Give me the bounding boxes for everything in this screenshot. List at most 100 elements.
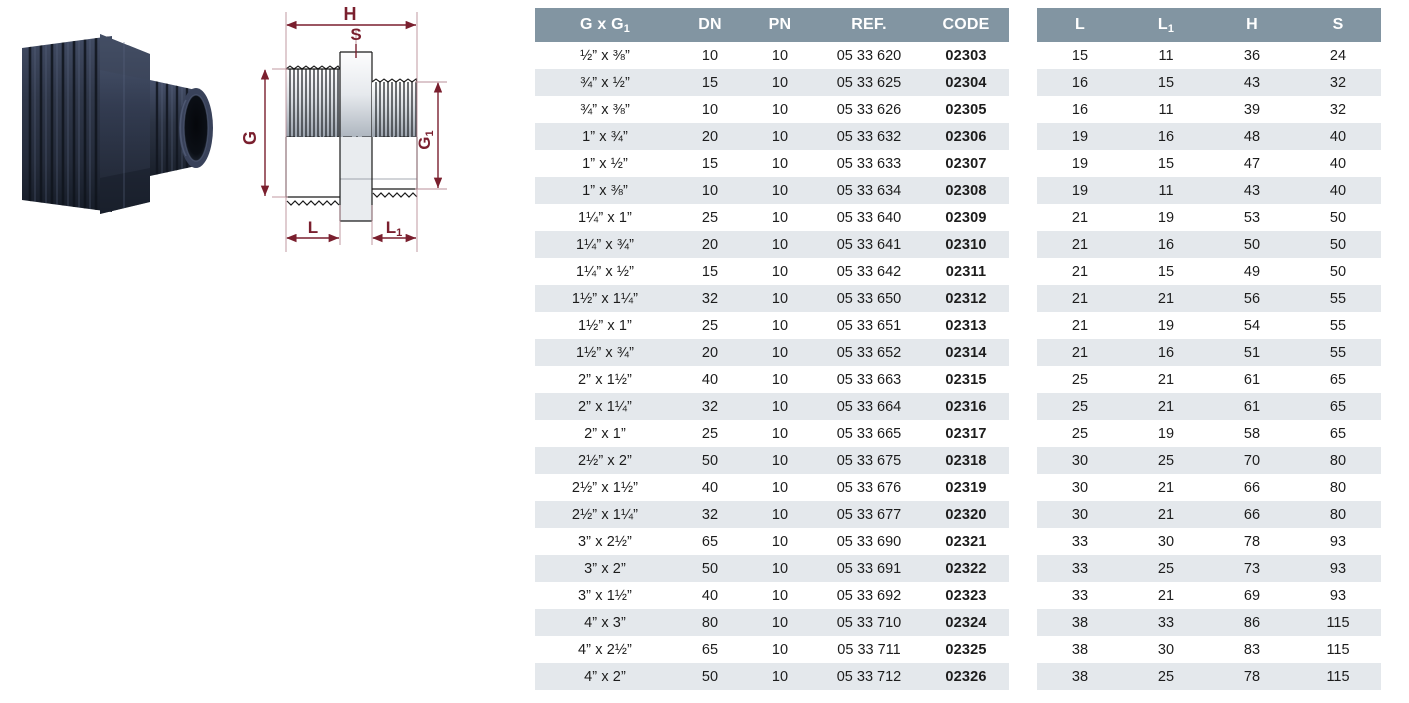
table-row[interactable]: 15 11 36 24	[1037, 42, 1381, 69]
primary-cell-r16-c2: 10	[745, 474, 815, 501]
table-row[interactable]: 25 21 61 65	[1037, 393, 1381, 420]
table-row[interactable]: 2½” x 1½” 40 10 05 33 676 02319	[535, 474, 1009, 501]
table-row[interactable]: 21 16 50 50	[1037, 231, 1381, 258]
table-row[interactable]: 1¼” x ¾” 20 10 05 33 641 02310	[535, 231, 1009, 258]
table-row[interactable]: 2” x 1” 25 10 05 33 665 02317	[535, 420, 1009, 447]
primary-cell-r12-c3: 05 33 663	[815, 366, 923, 393]
table-row[interactable]: 16 15 43 32	[1037, 69, 1381, 96]
dimension-cell-r15-c2: 70	[1209, 447, 1295, 474]
table-row[interactable]: 4” x 2½” 65 10 05 33 711 02325	[535, 636, 1009, 663]
primary-cell-r23-c2: 10	[745, 663, 815, 690]
table-row[interactable]: ¾” x ½” 15 10 05 33 625 02304	[535, 69, 1009, 96]
table-row[interactable]: 1” x ⅜” 10 10 05 33 634 02308	[535, 177, 1009, 204]
primary-cell-r18-c4: 02321	[923, 528, 1009, 555]
dimension-cell-r7-c1: 16	[1123, 231, 1209, 258]
technical-drawing: H S G G1 L L1	[232, 0, 528, 252]
table-row[interactable]: 3” x 2” 50 10 05 33 691 02322	[535, 555, 1009, 582]
dimension-cell-r3-c0: 19	[1037, 123, 1123, 150]
table-row[interactable]: 3” x 1½” 40 10 05 33 692 02323	[535, 582, 1009, 609]
table-row[interactable]: 1½” x 1¼” 32 10 05 33 650 02312	[535, 285, 1009, 312]
dimension-cell-r1-c0: 16	[1037, 69, 1123, 96]
table-header-row: L L1 H S	[1037, 8, 1381, 42]
table-row[interactable]: 19 11 43 40	[1037, 177, 1381, 204]
dimension-cell-r0-c2: 36	[1209, 42, 1295, 69]
table-row[interactable]: 4” x 2” 50 10 05 33 712 02326	[535, 663, 1009, 690]
primary-cell-r8-c0: 1¼” x ½”	[535, 258, 675, 285]
primary-cell-r7-c4: 02310	[923, 231, 1009, 258]
primary-cell-r4-c2: 10	[745, 150, 815, 177]
table-row[interactable]: 19 16 48 40	[1037, 123, 1381, 150]
drawing-label-h: H	[344, 4, 357, 24]
table-row[interactable]: 21 21 56 55	[1037, 285, 1381, 312]
primary-cell-r7-c3: 05 33 641	[815, 231, 923, 258]
dimension-cell-r17-c1: 21	[1123, 501, 1209, 528]
table-row[interactable]: 21 19 54 55	[1037, 312, 1381, 339]
table-row[interactable]: 19 15 47 40	[1037, 150, 1381, 177]
table-row[interactable]: ¾” x ⅜” 10 10 05 33 626 02305	[535, 96, 1009, 123]
table-row[interactable]: 1” x ¾” 20 10 05 33 632 02306	[535, 123, 1009, 150]
table-row[interactable]: 2½” x 1¼” 32 10 05 33 677 02320	[535, 501, 1009, 528]
table-row[interactable]: 30 21 66 80	[1037, 474, 1381, 501]
primary-cell-r23-c4: 02326	[923, 663, 1009, 690]
primary-cell-r9-c0: 1½” x 1¼”	[535, 285, 675, 312]
table-row[interactable]: 38 33 86 115	[1037, 609, 1381, 636]
primary-cell-r3-c2: 10	[745, 123, 815, 150]
primary-col-header-2: PN	[745, 8, 815, 42]
primary-cell-r22-c3: 05 33 711	[815, 636, 923, 663]
table-row[interactable]: ½” x ⅜” 10 10 05 33 620 02303	[535, 42, 1009, 69]
table-row[interactable]: 25 19 58 65	[1037, 420, 1381, 447]
primary-cell-r17-c1: 32	[675, 501, 745, 528]
table-row[interactable]: 21 19 53 50	[1037, 204, 1381, 231]
table-row[interactable]: 21 15 49 50	[1037, 258, 1381, 285]
table-row[interactable]: 33 25 73 93	[1037, 555, 1381, 582]
table-row[interactable]: 1¼” x 1” 25 10 05 33 640 02309	[535, 204, 1009, 231]
primary-cell-r5-c0: 1” x ⅜”	[535, 177, 675, 204]
dimension-cell-r6-c1: 19	[1123, 204, 1209, 231]
table-row[interactable]: 33 21 69 93	[1037, 582, 1381, 609]
table-row[interactable]: 38 30 83 115	[1037, 636, 1381, 663]
primary-cell-r14-c1: 25	[675, 420, 745, 447]
dimension-cell-r1-c1: 15	[1123, 69, 1209, 96]
table-row[interactable]: 1¼” x ½” 15 10 05 33 642 02311	[535, 258, 1009, 285]
primary-cell-r11-c1: 20	[675, 339, 745, 366]
drawing-label-g: G	[240, 131, 260, 145]
primary-cell-r10-c0: 1½” x 1”	[535, 312, 675, 339]
table-row[interactable]: 2” x 1¼” 32 10 05 33 664 02316	[535, 393, 1009, 420]
drawing-label-s: S	[350, 25, 361, 44]
dimension-cell-r20-c0: 33	[1037, 582, 1123, 609]
dimension-cell-r20-c2: 69	[1209, 582, 1295, 609]
dimension-cell-r16-c1: 21	[1123, 474, 1209, 501]
primary-cell-r9-c4: 02312	[923, 285, 1009, 312]
table-row[interactable]: 1½” x ¾” 20 10 05 33 652 02314	[535, 339, 1009, 366]
table-row[interactable]: 21 16 51 55	[1037, 339, 1381, 366]
table-row[interactable]: 30 21 66 80	[1037, 501, 1381, 528]
table-row[interactable]: 33 30 78 93	[1037, 528, 1381, 555]
spec-tables: G x G1 DN PN REF. CODE ½” x ⅜” 10 10 05 33 620 0…	[535, 8, 1381, 690]
dimension-cell-r23-c3: 115	[1295, 663, 1381, 690]
table-row[interactable]: 2” x 1½” 40 10 05 33 663 02315	[535, 366, 1009, 393]
table-row[interactable]: 4” x 3” 80 10 05 33 710 02324	[535, 609, 1009, 636]
table-row[interactable]: 30 25 70 80	[1037, 447, 1381, 474]
primary-cell-r2-c2: 10	[745, 96, 815, 123]
table-row[interactable]: 3” x 2½” 65 10 05 33 690 02321	[535, 528, 1009, 555]
table-row[interactable]: 2½” x 2” 50 10 05 33 675 02318	[535, 447, 1009, 474]
table-row[interactable]: 38 25 78 115	[1037, 663, 1381, 690]
primary-cell-r7-c2: 10	[745, 231, 815, 258]
primary-cell-r18-c3: 05 33 690	[815, 528, 923, 555]
primary-cell-r3-c0: 1” x ¾”	[535, 123, 675, 150]
table-row[interactable]: 1½” x 1” 25 10 05 33 651 02313	[535, 312, 1009, 339]
primary-cell-r0-c1: 10	[675, 42, 745, 69]
primary-cell-r1-c4: 02304	[923, 69, 1009, 96]
dimension-cell-r22-c1: 30	[1123, 636, 1209, 663]
primary-cell-r15-c4: 02318	[923, 447, 1009, 474]
primary-cell-r13-c2: 10	[745, 393, 815, 420]
dimension-cell-r2-c0: 16	[1037, 96, 1123, 123]
table-row[interactable]: 25 21 61 65	[1037, 366, 1381, 393]
dimension-cell-r23-c2: 78	[1209, 663, 1295, 690]
dimension-cell-r10-c2: 54	[1209, 312, 1295, 339]
primary-cell-r14-c2: 10	[745, 420, 815, 447]
table-row[interactable]: 16 11 39 32	[1037, 96, 1381, 123]
dimension-cell-r0-c0: 15	[1037, 42, 1123, 69]
primary-cell-r9-c1: 32	[675, 285, 745, 312]
table-row[interactable]: 1” x ½” 15 10 05 33 633 02307	[535, 150, 1009, 177]
